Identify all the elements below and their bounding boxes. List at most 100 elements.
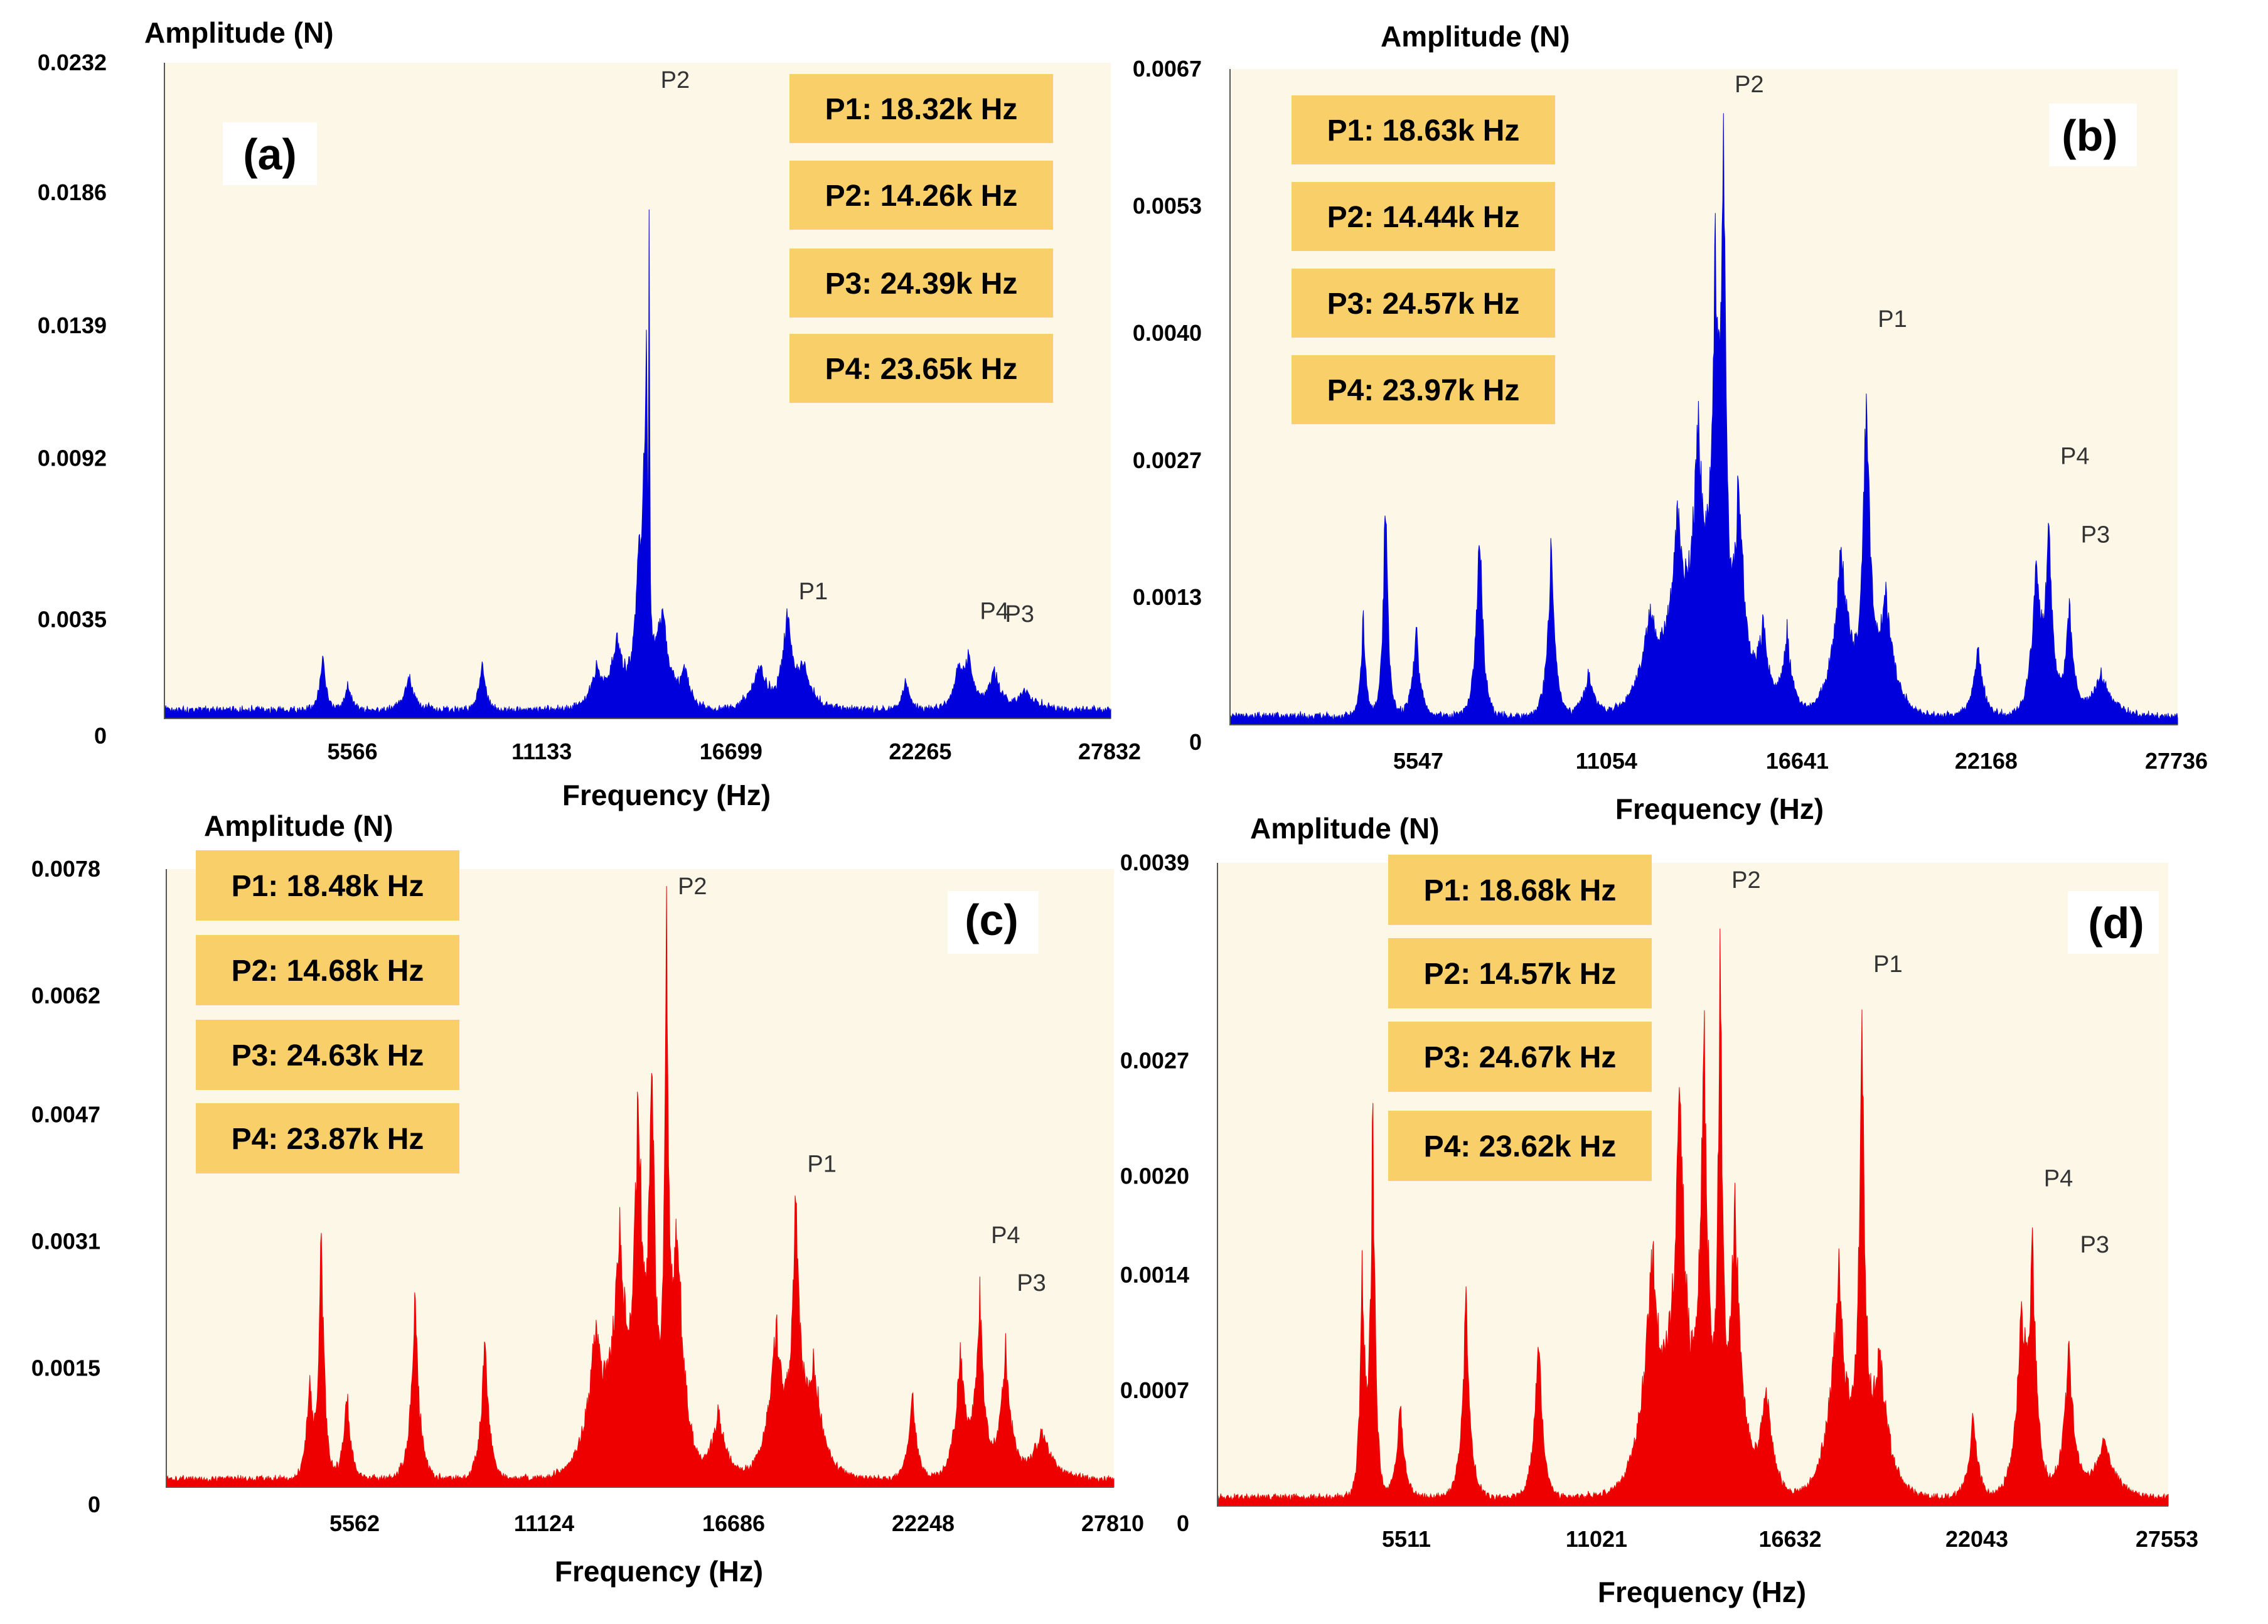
peak-frequency-box (1388, 1111, 1652, 1181)
peak-frequency-text: P3: 24.57k Hz (1327, 287, 1520, 321)
y-axis-label: Amplitude (N) (1381, 20, 1570, 53)
x-tick-label: 11021 (1566, 1526, 1627, 1552)
peak-frequency-box (789, 334, 1053, 403)
x-tick-label: 27553 (2136, 1526, 2198, 1552)
panel-tag-background (948, 891, 1039, 954)
y-tick-label: 0.0015 (31, 1355, 100, 1381)
peak-frequency-text: P3: 24.63k Hz (232, 1039, 424, 1072)
y-tick-label: 0.0040 (1133, 320, 1202, 346)
panel-tag: (c) (965, 895, 1019, 944)
y-tick-label: 0 (94, 723, 107, 749)
peak-frequency-text: P4: 23.62k Hz (1424, 1130, 1617, 1163)
x-tick-label: 5562 (329, 1510, 380, 1536)
peak-frequency-box (789, 161, 1053, 230)
peak-frequency-text: P4: 23.97k Hz (1327, 374, 1520, 407)
x-tick-label: 22168 (1955, 748, 2018, 774)
peak-frequency-text: P1: 18.63k Hz (1327, 114, 1520, 147)
peak-label: P3 (1017, 1270, 1046, 1296)
x-tick-label: 11124 (514, 1510, 574, 1536)
axes-lines (1217, 863, 2168, 1507)
spectrum-area (1229, 113, 2178, 725)
y-tick-label: 0.0039 (1120, 850, 1189, 875)
peak-frequency-box (789, 74, 1053, 143)
spectrum-panel-b: Amplitude (N) Frequency (Hz) 0 0.0013 0.0027… (1133, 20, 2208, 825)
x-axis-label: Frequency (Hz) (1615, 793, 1824, 825)
peak-label: P3 (1005, 601, 1034, 628)
y-tick-label: 0.0067 (1133, 56, 1202, 82)
x-tick-label: 22248 (892, 1510, 955, 1536)
y-tick-label: 0.0092 (38, 446, 107, 471)
y-tick-label: 0.0027 (1133, 447, 1202, 473)
y-tick-label: 0.0031 (31, 1229, 100, 1254)
axes-lines (1229, 69, 2178, 725)
peak-frequency-text: P2: 14.26k Hz (825, 179, 1018, 213)
y-tick-label: 0.0027 (1120, 1047, 1189, 1073)
y-axis-label: Amplitude (N) (1250, 812, 1440, 845)
x-tick-label: 11133 (511, 739, 572, 764)
peak-label: P1 (1873, 951, 1902, 978)
axes-lines (166, 869, 1114, 1488)
y-tick-label: 0 (88, 1492, 100, 1517)
x-tick-label: 16632 (1758, 1526, 1821, 1552)
peak-frequency-box (1292, 182, 1555, 251)
y-tick-label: 0.0047 (31, 1101, 100, 1127)
spectrum-area (166, 886, 1115, 1488)
peak-label: P4 (2044, 1166, 2073, 1192)
peak-label: P2 (661, 67, 690, 93)
spectrum-area (164, 209, 1111, 719)
peak-frequency-box (789, 248, 1053, 318)
peak-frequency-text: P1: 18.48k Hz (232, 870, 424, 903)
y-tick-label: 0.0013 (1133, 584, 1202, 610)
panel-tag: (a) (243, 130, 297, 179)
peak-frequency-text: P4: 23.87k Hz (232, 1123, 424, 1156)
y-tick-label: 0.0062 (31, 983, 100, 1008)
peak-label: P2 (1731, 867, 1760, 894)
x-tick-label: 16641 (1766, 748, 1829, 774)
y-axis-label: Amplitude (N) (144, 16, 334, 49)
peak-frequency-box (1292, 95, 1555, 164)
spectrum-panel-d: Amplitude (N) Frequency (Hz) 0 0.0007 0.0014… (1120, 812, 2198, 1608)
panel-tag-background (223, 122, 317, 185)
y-tick-label: 0 (1177, 1510, 1189, 1536)
peak-frequency-text: P2: 14.44k Hz (1327, 201, 1520, 234)
peak-frequency-text: P1: 18.68k Hz (1424, 874, 1617, 907)
x-tick-label: 27832 (1078, 739, 1141, 764)
peak-label: P1 (807, 1151, 836, 1178)
y-tick-label: 0.0035 (38, 606, 107, 632)
peak-frequency-box (196, 850, 459, 921)
panel-tag-background (2049, 104, 2137, 166)
x-tick-label: 5547 (1393, 748, 1443, 774)
x-tick-label: 16699 (700, 739, 762, 764)
x-tick-label: 11054 (1576, 748, 1637, 774)
peak-frequency-text: P3: 24.39k Hz (825, 267, 1018, 301)
x-tick-label: 22043 (1945, 1526, 2008, 1552)
y-tick-label: 0.0020 (1120, 1163, 1189, 1189)
y-tick-label: 0.0007 (1120, 1377, 1189, 1403)
y-tick-label: 0.0186 (38, 179, 107, 205)
spectrum-area (1217, 928, 2169, 1507)
axes-lines (164, 63, 1111, 719)
peak-label: P4 (991, 1222, 1020, 1249)
x-tick-label: 22265 (889, 739, 951, 764)
panel-tag: (b) (2062, 111, 2117, 160)
spectrum-panel-c: Amplitude (N) Frequency (Hz) 0 0.0015 0.0031… (31, 809, 1144, 1588)
y-tick-label: 0.0014 (1120, 1262, 1189, 1288)
peak-label: P1 (799, 579, 828, 605)
peak-frequency-box (1292, 269, 1555, 338)
peak-frequency-text: P2: 14.57k Hz (1424, 958, 1617, 991)
x-tick-label: 5511 (1382, 1526, 1431, 1552)
peak-frequency-box (1388, 855, 1652, 925)
x-axis-label: Frequency (Hz) (1598, 1576, 1806, 1608)
x-tick-label: 27810 (1081, 1510, 1144, 1536)
peak-frequency-box (196, 1103, 459, 1173)
y-tick-label: 0.0232 (38, 50, 107, 75)
peak-frequency-box (196, 935, 459, 1005)
panel-tag-background (2068, 891, 2159, 954)
peak-label: P2 (678, 873, 707, 900)
peak-label: P4 (2060, 443, 2089, 469)
peak-frequency-text: P1: 18.32k Hz (825, 93, 1018, 126)
x-tick-label: 27736 (2145, 748, 2208, 774)
peak-label: P1 (1878, 306, 1907, 333)
panel-tag: (d) (2088, 899, 2144, 948)
peak-frequency-box (1388, 938, 1652, 1008)
